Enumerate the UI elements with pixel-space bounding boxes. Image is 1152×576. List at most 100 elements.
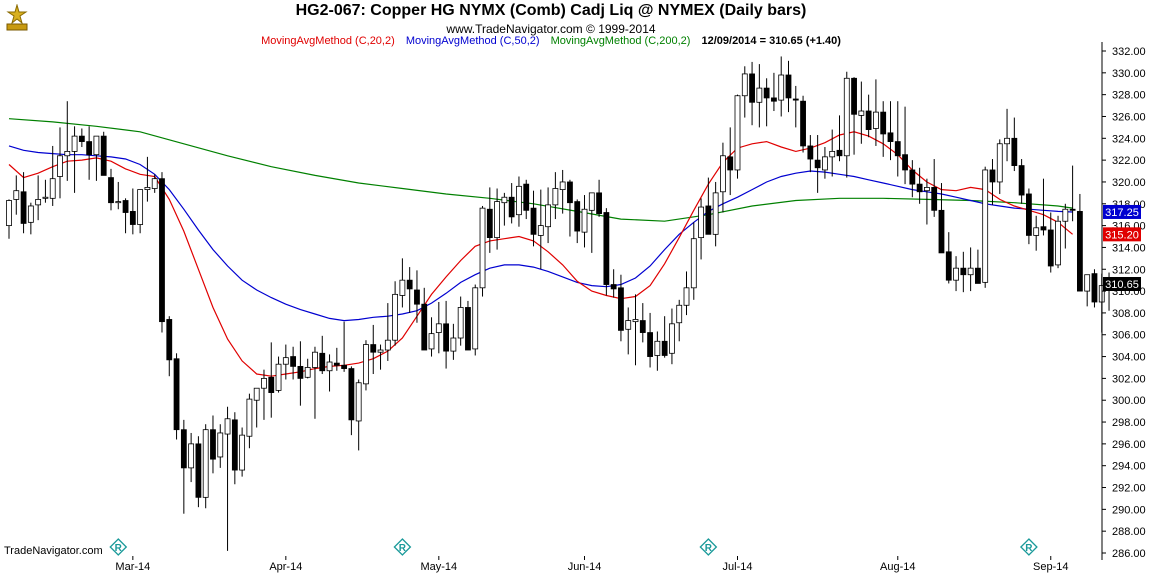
candle: [639, 303, 646, 343]
candle: [231, 412, 238, 485]
candle-body: [654, 340, 661, 356]
y-tick-label: 294.00: [1112, 461, 1146, 473]
candle: [931, 159, 938, 217]
candle-body: [173, 358, 180, 431]
candle-body: [465, 307, 471, 351]
candle: [625, 307, 632, 355]
candle-body: [618, 287, 624, 331]
candle: [916, 167, 923, 204]
chart-subtitle: www.TradeNavigator.com © 1999-2014: [446, 22, 656, 36]
candle-body: [115, 201, 122, 204]
candle-body: [1026, 193, 1032, 236]
report-marker-diamond: [109, 538, 128, 556]
candle-body: [159, 178, 165, 323]
candle: [465, 300, 471, 351]
candle-body: [71, 135, 78, 152]
report-marker-letter: R: [115, 543, 123, 554]
candle: [800, 95, 806, 153]
candle: [253, 387, 260, 428]
y-tick-label: 308.00: [1112, 308, 1146, 320]
candle-body: [195, 443, 202, 498]
y-tick-label: 332.00: [1112, 46, 1146, 58]
candle: [967, 247, 974, 292]
candle-body: [268, 376, 275, 393]
candle: [669, 308, 675, 365]
candle-body: [865, 110, 872, 130]
report-marker-diamond: [699, 538, 718, 556]
candle-body: [822, 156, 828, 171]
x-tick-label: Aug-14: [880, 561, 915, 573]
candle: [953, 256, 959, 292]
candle: [494, 188, 500, 250]
candle: [6, 199, 12, 239]
candle: [581, 195, 588, 248]
candle: [996, 139, 1003, 194]
candle-body: [924, 187, 930, 192]
candle: [902, 106, 908, 185]
legend-ma20: MovingAvgMethod (C,20,2): [261, 35, 395, 47]
y-tick-label: 306.00: [1112, 330, 1146, 342]
value-tag-label: 317.25: [1105, 207, 1139, 219]
candle: [836, 115, 843, 162]
candle: [202, 424, 209, 509]
candle: [807, 135, 814, 173]
candle-body: [290, 356, 297, 367]
candle-body: [35, 199, 42, 206]
candle-body: [1018, 165, 1025, 196]
candle-body: [275, 363, 282, 391]
value-tag-box: [1103, 227, 1141, 242]
candle-body: [843, 77, 850, 157]
candle-body: [100, 135, 107, 176]
candle: [603, 208, 610, 296]
x-axis: Mar-14 Apr-14 May-14 Jun-14 Jul-14 Aug-14 Sep-…: [115, 556, 1068, 573]
legend-ma200: MovingAvgMethod (C,200,2): [550, 35, 691, 47]
candle-body: [588, 192, 595, 211]
candle: [865, 94, 872, 138]
candle-body: [217, 432, 224, 458]
candle: [1011, 117, 1018, 172]
candle-body: [231, 419, 238, 471]
candle: [1084, 274, 1091, 307]
candle-body: [78, 135, 85, 142]
candle-body: [814, 159, 821, 169]
y-tick-label: 304.00: [1112, 352, 1146, 364]
value-tag-label: 310.65: [1105, 279, 1139, 291]
candle: [100, 131, 107, 176]
report-marker-diamond: [393, 538, 412, 556]
candle-body: [224, 418, 231, 435]
candle-body: [486, 208, 493, 239]
candle: [858, 81, 865, 144]
candle: [727, 127, 734, 196]
y-tick-label: 298.00: [1112, 417, 1146, 429]
candle: [756, 64, 763, 128]
candle-body: [523, 183, 530, 211]
candle-body: [945, 251, 952, 281]
candle-body: [669, 323, 675, 354]
candle-body: [108, 177, 114, 204]
candle: [1069, 165, 1076, 222]
report-marker-icon: R: [699, 538, 718, 556]
candle: [275, 356, 282, 393]
candle-body: [705, 205, 712, 235]
candle-body: [428, 333, 435, 350]
candle-body: [188, 443, 195, 469]
candle: [239, 427, 246, 477]
candle-body: [282, 357, 289, 365]
candle-body: [639, 320, 646, 333]
value-tag-box: [1103, 276, 1141, 291]
value-tag-box: [1103, 204, 1141, 219]
price-bars: [6, 56, 1112, 551]
candle: [312, 346, 318, 419]
value-tag-label: 315.20: [1105, 229, 1139, 241]
candle: [348, 366, 355, 436]
candle-body: [57, 155, 63, 177]
candle: [909, 160, 916, 198]
candle: [180, 419, 187, 514]
candle: [887, 101, 894, 161]
candle: [435, 302, 442, 354]
candle-body: [1069, 208, 1076, 211]
candle-body: [829, 150, 836, 158]
candle: [559, 169, 566, 214]
